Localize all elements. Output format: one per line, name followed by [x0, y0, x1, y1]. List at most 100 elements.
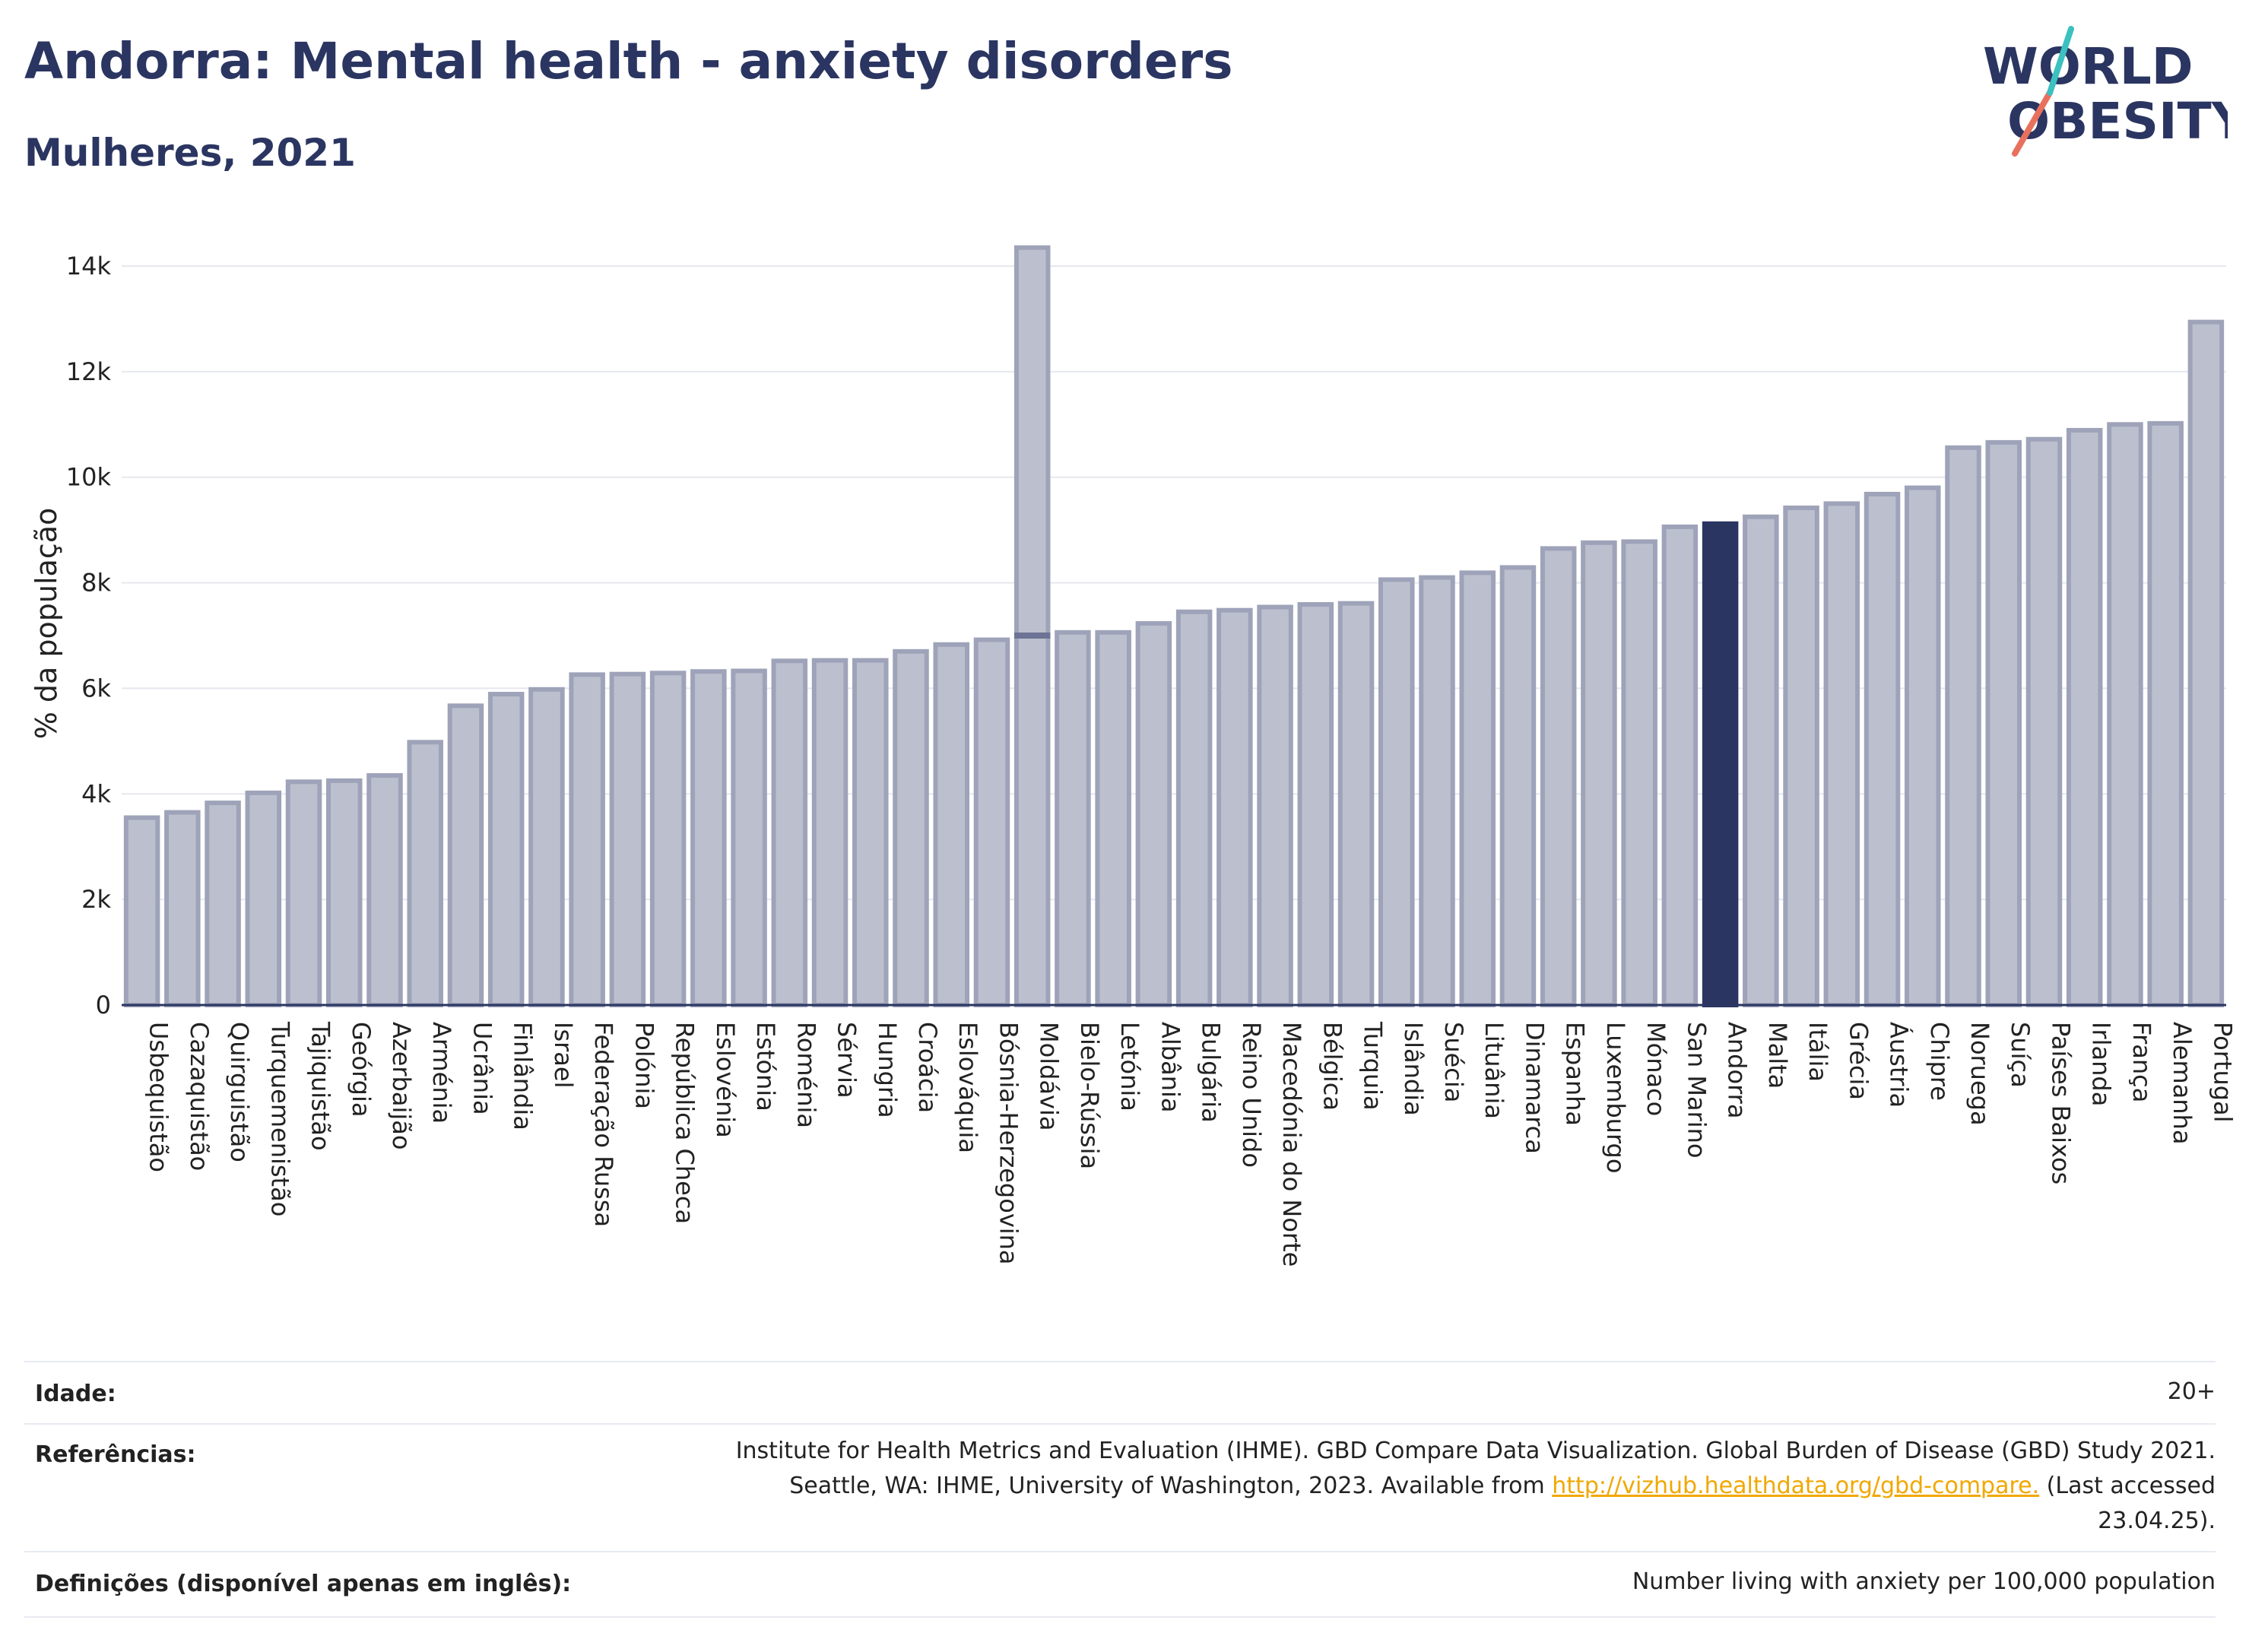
- x-tick-label: Espanha: [1561, 1022, 1590, 1126]
- world-obesity-logo: WORLD OBESITY: [1983, 26, 2228, 157]
- x-tick-label: Países Baixos: [2046, 1022, 2075, 1184]
- bar: [1055, 629, 1091, 1007]
- references-line-3: 23.04.25).: [2098, 1508, 2216, 1534]
- x-tick-label: Quirguistão: [225, 1022, 254, 1162]
- bar: [1945, 445, 1981, 1007]
- meta-row-references: Referências: Institute for Health Metric…: [24, 1423, 2216, 1552]
- x-tick-label: Moldávia: [1035, 1022, 1064, 1130]
- x-tick-label: Turquia: [1359, 1021, 1388, 1111]
- x-tick-label: Roménia: [791, 1022, 820, 1128]
- bar: [1095, 629, 1131, 1007]
- y-axis-label: % da população: [30, 508, 63, 740]
- meta-row-definitions: Definições (disponível apenas em inglês)…: [24, 1551, 2216, 1618]
- bar: [852, 658, 889, 1007]
- bar: [2107, 422, 2143, 1007]
- bar: [366, 772, 403, 1007]
- bar: [487, 692, 525, 1008]
- bar: [1985, 439, 2022, 1007]
- x-tick-label: Usbequistão: [144, 1022, 173, 1172]
- bar: [2187, 319, 2225, 1007]
- bar: [1175, 609, 1213, 1007]
- bar: [811, 658, 849, 1007]
- bar: [245, 790, 282, 1007]
- x-tick-label: Turquemenistão: [265, 1021, 294, 1216]
- y-tick-label: 10k: [66, 463, 112, 492]
- x-tick-label: Malta: [1763, 1022, 1792, 1089]
- x-tick-label: Estónia: [751, 1022, 780, 1111]
- logo-slash-teal: [2047, 26, 2074, 96]
- x-tick-label: Arménia: [427, 1022, 456, 1124]
- x-tick-label: Reino Unido: [1237, 1022, 1266, 1168]
- x-tick-label: Portugal: [2208, 1022, 2237, 1123]
- bar: [1499, 565, 1537, 1007]
- references-value: Institute for Health Metrics and Evaluat…: [736, 1434, 2216, 1539]
- bar: [2147, 420, 2184, 1007]
- x-tick-label: Hungria: [873, 1022, 902, 1118]
- references-link[interactable]: http://vizhub.healthdata.org/gbd-compare…: [1552, 1473, 2040, 1499]
- bar: [731, 668, 767, 1007]
- bar: [1864, 491, 1901, 1007]
- bar-chart: 0 2k 4k 6k 8k 10k 12k 14k Usbequistão Cazaquistã…: [30, 245, 2238, 1267]
- bar: [973, 637, 1010, 1007]
- bar: [1419, 575, 1455, 1007]
- bar: [1581, 540, 1617, 1007]
- x-tick-label: Cazaquistão: [185, 1022, 214, 1171]
- x-tick-label: Alemanha: [2168, 1022, 2197, 1144]
- x-tick-label: Áustria: [1885, 1022, 1914, 1108]
- bar: [164, 810, 201, 1007]
- bar: [1661, 524, 1699, 1007]
- x-tick-label: Federação Russa: [589, 1022, 618, 1227]
- bar: [690, 669, 727, 1007]
- x-tick-label: Mónaco: [1642, 1022, 1670, 1116]
- x-tick-label: Luxemburgo: [1601, 1022, 1630, 1173]
- bar: [609, 671, 646, 1007]
- x-tick-label: Finlândia: [509, 1022, 538, 1130]
- x-tick-label: Geórgia: [347, 1022, 376, 1117]
- x-tick-label: Letónia: [1115, 1022, 1144, 1111]
- x-tick-label: Croácia: [913, 1022, 942, 1113]
- y-tick-label: 14k: [66, 252, 112, 281]
- x-tick-label: Bielo-Rússia: [1075, 1022, 1104, 1169]
- y-tick-label: 12k: [66, 357, 112, 386]
- bar: [569, 672, 605, 1007]
- x-tick-label: Noruega: [1965, 1022, 1994, 1126]
- age-value: 20+: [2167, 1378, 2216, 1405]
- y-tick-label: 4k: [81, 779, 111, 808]
- age-label: Idade:: [35, 1381, 116, 1407]
- x-tick-label: Islândia: [1399, 1022, 1428, 1116]
- x-tick-label: Sérvia: [833, 1022, 861, 1099]
- bar: [1621, 539, 1657, 1007]
- bar: [447, 703, 484, 1008]
- y-tick-label: 2k: [81, 885, 111, 914]
- bar: [1337, 601, 1375, 1007]
- x-tick-label: Tajiquistão: [306, 1021, 335, 1151]
- x-tick-label: Ucrânia: [468, 1022, 496, 1115]
- x-tick-label: Itália: [1803, 1022, 1832, 1082]
- x-tick-label: Azerbaijão: [387, 1022, 416, 1149]
- bar: [649, 671, 687, 1008]
- x-tick-label: Grécia: [1844, 1022, 1873, 1100]
- x-tick-label: França: [2127, 1022, 2156, 1102]
- bar: [1823, 501, 1860, 1007]
- bar: [1216, 607, 1253, 1007]
- overlay-mark: [1013, 633, 1051, 639]
- x-axis-labels: Usbequistão Cazaquistão Quirguistão Turquem…: [144, 1021, 2238, 1267]
- bar: [1783, 505, 1819, 1007]
- x-tick-label: San Marino: [1682, 1022, 1711, 1159]
- y-axis-ticks: 0 2k 4k 6k 8k 10k 12k 14k: [66, 252, 112, 1019]
- bar: [1378, 577, 1415, 1007]
- bar: [1297, 602, 1334, 1007]
- x-tick-label: Macedónia do Norte: [1277, 1022, 1306, 1267]
- logo-text-world: WORLD: [1983, 37, 2193, 96]
- x-tick-label: Irlanda: [2087, 1022, 2116, 1106]
- meta-row-age: Idade: 20+: [24, 1361, 2216, 1425]
- x-tick-label: Bósnia-Herzegovina: [994, 1022, 1023, 1265]
- x-tick-label: República Checa: [671, 1022, 699, 1224]
- references-line-2: Seattle, WA: IHME, University of Washing…: [736, 1469, 2216, 1504]
- x-tick-label: Suécia: [1439, 1022, 1468, 1102]
- page-subtitle: Mulheres, 2021: [24, 131, 356, 175]
- y-tick-label: 6k: [81, 674, 111, 702]
- x-tick-label: Eslovénia: [711, 1022, 740, 1138]
- references-label: Referências:: [35, 1441, 196, 1468]
- x-tick-label: Polónia: [630, 1022, 658, 1109]
